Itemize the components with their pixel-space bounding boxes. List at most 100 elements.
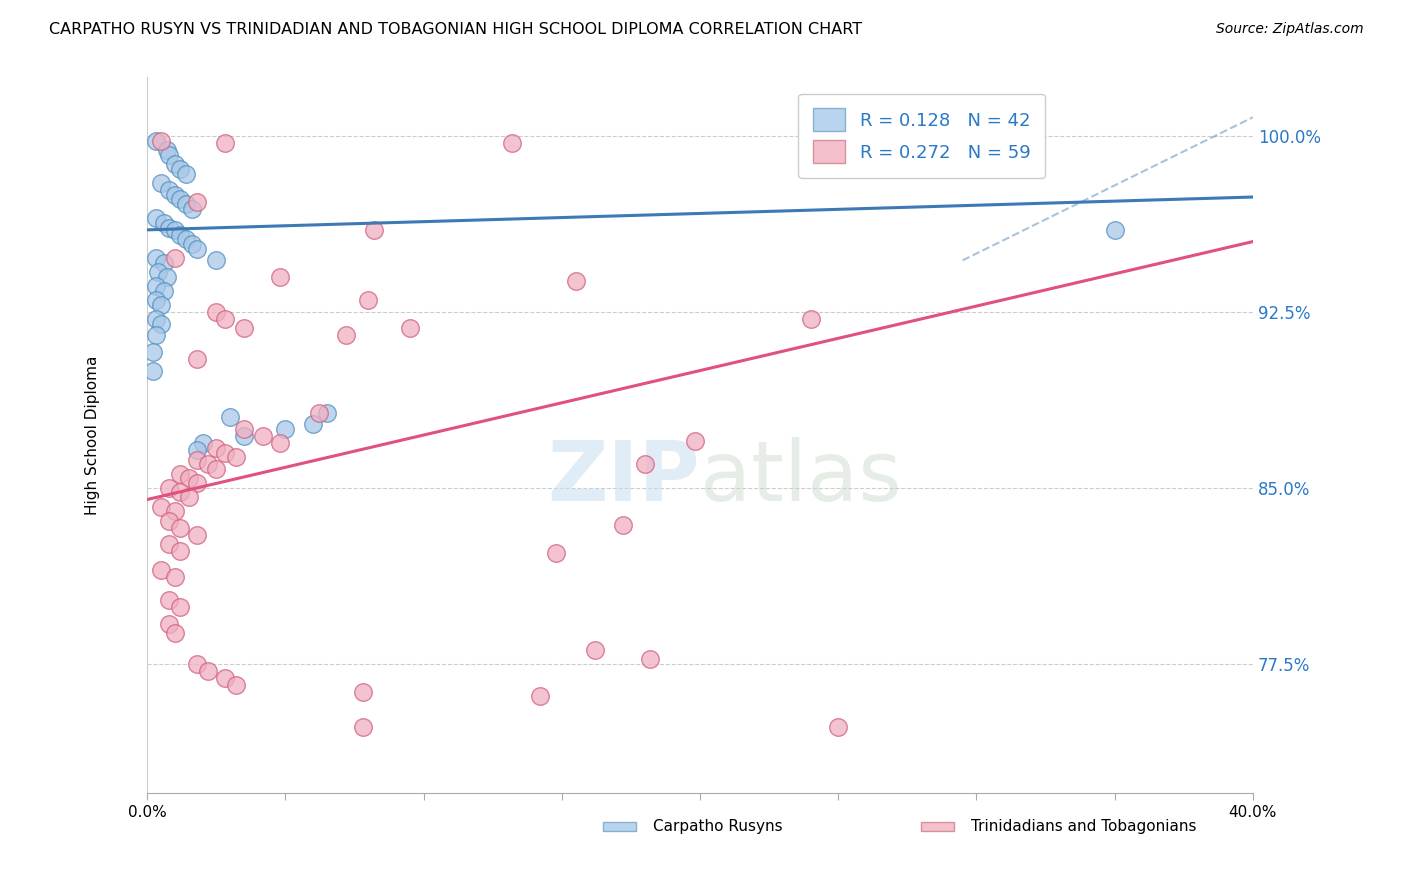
Point	[150, 298, 173, 312]
Point	[225, 450, 247, 465]
Text: atlas: atlas	[700, 437, 901, 518]
Text: Carpatho Rusyns: Carpatho Rusyns	[652, 819, 783, 834]
Point	[316, 406, 339, 420]
Point	[205, 253, 228, 268]
Point	[153, 255, 176, 269]
Point	[564, 275, 586, 289]
Point	[142, 363, 165, 377]
Point	[399, 321, 422, 335]
Point	[157, 148, 180, 162]
Point	[225, 678, 247, 692]
Point	[169, 467, 191, 481]
Point	[186, 452, 208, 467]
Point	[583, 642, 606, 657]
Point	[145, 328, 167, 343]
Point	[142, 344, 165, 359]
Point	[153, 216, 176, 230]
Point	[157, 593, 180, 607]
Point	[612, 518, 634, 533]
Point	[169, 161, 191, 176]
Point	[352, 720, 374, 734]
Point	[191, 436, 214, 450]
Point	[186, 527, 208, 541]
Point	[150, 563, 173, 577]
Point	[157, 537, 180, 551]
Point	[302, 417, 325, 432]
Point	[205, 441, 228, 455]
Point	[269, 269, 291, 284]
Point	[640, 652, 662, 666]
Point	[148, 265, 170, 279]
Point	[233, 321, 256, 335]
Point	[169, 227, 191, 242]
Point	[274, 422, 297, 436]
Point	[634, 458, 657, 472]
Point	[683, 434, 706, 448]
Point	[163, 570, 186, 584]
Point	[145, 134, 167, 148]
Text: Source: ZipAtlas.com: Source: ZipAtlas.com	[1216, 22, 1364, 37]
Point	[157, 514, 180, 528]
Point	[180, 236, 202, 251]
Point	[529, 690, 551, 704]
Point	[186, 657, 208, 671]
Point	[177, 471, 200, 485]
Legend: R = 0.128   N = 42, R = 0.272   N = 59: R = 0.128 N = 42, R = 0.272 N = 59	[799, 94, 1045, 178]
Point	[335, 328, 357, 343]
Point	[186, 242, 208, 256]
Point	[800, 312, 823, 326]
Point	[174, 232, 197, 246]
Point	[827, 720, 849, 734]
Point	[180, 202, 202, 216]
Point	[363, 223, 385, 237]
Point	[169, 193, 191, 207]
Point	[163, 626, 186, 640]
Point	[1104, 223, 1126, 237]
Point	[169, 485, 191, 500]
Point	[214, 136, 236, 150]
Point	[308, 406, 330, 420]
Point	[205, 462, 228, 476]
Point	[269, 436, 291, 450]
Point	[150, 317, 173, 331]
Point	[186, 351, 208, 366]
Point	[163, 223, 186, 237]
Point	[150, 134, 173, 148]
Text: 0.0%: 0.0%	[128, 805, 167, 821]
Point	[150, 500, 173, 514]
Point	[163, 157, 186, 171]
Point	[145, 251, 167, 265]
Point	[174, 197, 197, 211]
Point	[156, 269, 179, 284]
FancyBboxPatch shape	[603, 822, 637, 830]
Point	[145, 293, 167, 308]
Point	[157, 616, 180, 631]
Point	[157, 481, 180, 495]
Point	[145, 279, 167, 293]
Point	[153, 284, 176, 298]
Point	[145, 211, 167, 226]
Point	[186, 194, 208, 209]
Point	[169, 521, 191, 535]
Point	[219, 410, 242, 425]
Point	[214, 312, 236, 326]
Point	[150, 176, 173, 190]
Text: Trinidadians and Tobagonians: Trinidadians and Tobagonians	[972, 819, 1197, 834]
Text: CARPATHO RUSYN VS TRINIDADIAN AND TOBAGONIAN HIGH SCHOOL DIPLOMA CORRELATION CHA: CARPATHO RUSYN VS TRINIDADIAN AND TOBAGO…	[49, 22, 862, 37]
Point	[163, 251, 186, 265]
Point	[169, 544, 191, 558]
Text: 40.0%: 40.0%	[1229, 805, 1277, 821]
Point	[177, 490, 200, 504]
Point	[169, 600, 191, 615]
Point	[145, 312, 167, 326]
Point	[163, 504, 186, 518]
Point	[252, 429, 274, 443]
Point	[197, 664, 219, 678]
Point	[214, 445, 236, 459]
Point	[233, 422, 256, 436]
Point	[186, 443, 208, 458]
Point	[157, 183, 180, 197]
Point	[174, 167, 197, 181]
Point	[156, 143, 179, 157]
Point	[197, 458, 219, 472]
